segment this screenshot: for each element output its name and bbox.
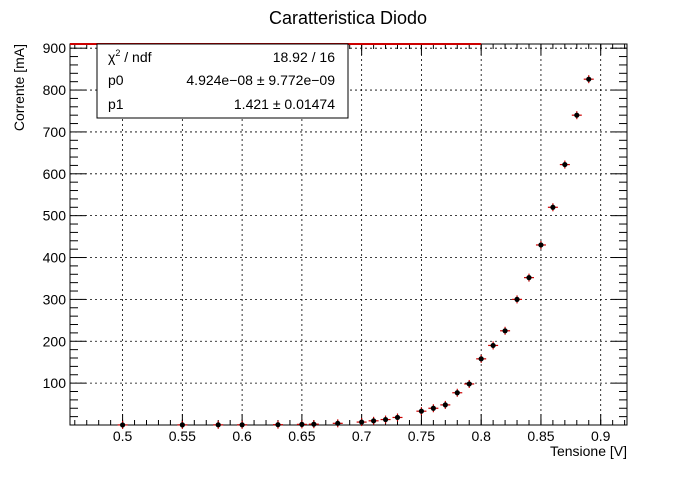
data-point [466, 381, 472, 387]
data-point [335, 420, 341, 426]
data-points [117, 75, 594, 429]
y-tick-label: 900 [43, 40, 67, 56]
y-tick-label: 600 [43, 166, 67, 182]
data-point [275, 422, 281, 428]
x-tick-label: 0.75 [408, 428, 435, 444]
data-point [538, 242, 544, 248]
y-tick-label: 200 [43, 333, 67, 349]
data-point [179, 422, 185, 428]
y-tick-label: 400 [43, 250, 67, 266]
data-point [394, 414, 401, 421]
x-axis-label: Tensione [V] [550, 443, 627, 459]
y-tick-label: 700 [43, 124, 67, 140]
y-tick-label: 800 [43, 82, 67, 98]
x-tick-label: 0.7 [352, 428, 372, 444]
stats-p0-value: 4.924e−08 ± 9.772e−09 [186, 72, 335, 88]
y-tick-label: 100 [43, 375, 67, 391]
y-tick-label: 500 [43, 208, 67, 224]
stats-p1-value: 1.421 ± 0.01474 [234, 96, 335, 112]
data-point [418, 408, 425, 414]
stats-p1-label: p1 [108, 96, 124, 112]
data-point [119, 422, 126, 428]
data-point [382, 416, 389, 423]
data-point [442, 402, 448, 408]
grid-lines [70, 44, 627, 425]
stats-box-frame [96, 43, 349, 119]
x-tick-label: 0.5 [113, 428, 133, 444]
stats-chi2-value: 18.92 / 16 [273, 49, 335, 65]
data-point [299, 421, 305, 427]
x-tick-label: 0.9 [591, 428, 611, 444]
stats-p0-label: p0 [108, 72, 124, 88]
data-point [311, 421, 317, 427]
data-point [526, 275, 532, 281]
data-point [430, 405, 436, 411]
x-tick-label: 0.65 [288, 428, 315, 444]
x-tick-label: 0.6 [232, 428, 252, 444]
data-point [574, 112, 580, 118]
data-point [215, 422, 221, 428]
data-point [478, 356, 484, 362]
y-ticks: 100 200 300 400 500 600 700 800 900 [43, 40, 627, 391]
data-point [454, 390, 460, 396]
x-tick-label: 0.8 [471, 428, 491, 444]
data-point [502, 328, 508, 334]
chart-title: Caratteristica Diodo [269, 8, 427, 28]
data-point [550, 204, 556, 210]
data-point [490, 342, 496, 349]
y-axis-label: Corrente [mA] [11, 44, 27, 131]
stats-chi2-label: χ2 / ndf [108, 48, 152, 65]
stats-box: χ2 / ndf 18.92 / 16 p0 4.924e−08 ± 9.772… [96, 43, 349, 119]
data-point [562, 161, 568, 168]
data-point [239, 422, 245, 428]
y-tick-label: 300 [43, 291, 67, 307]
x-tick-label: 0.85 [527, 428, 554, 444]
data-point [514, 296, 520, 302]
data-point [371, 418, 377, 424]
x-tick-label: 0.55 [169, 428, 196, 444]
data-point [359, 419, 365, 425]
data-point [586, 76, 592, 82]
